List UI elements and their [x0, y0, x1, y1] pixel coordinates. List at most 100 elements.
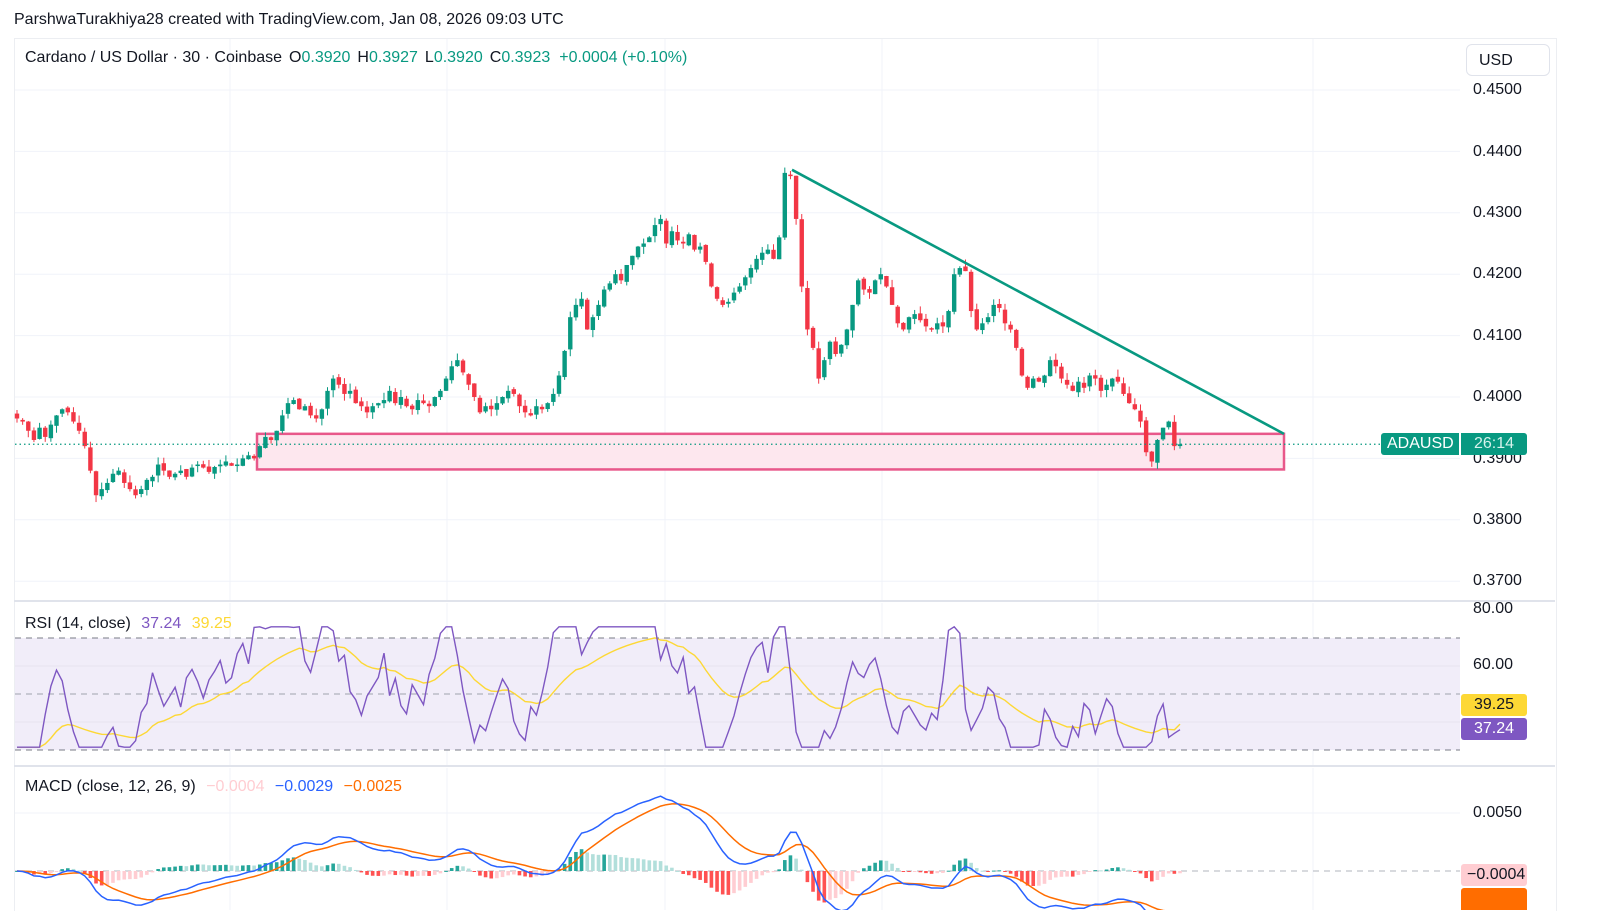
- macd-histogram-bar: [1008, 871, 1013, 874]
- macd-histogram-bar: [845, 871, 849, 889]
- candle-body: [528, 413, 533, 416]
- candle-body: [404, 398, 409, 407]
- candle-body: [686, 234, 692, 246]
- macd-histogram-bar: [466, 868, 471, 871]
- macd-histogram-bar: [449, 868, 454, 871]
- candle-body: [630, 255, 635, 266]
- macd-histogram-bar: [178, 865, 183, 871]
- macd-histogram-bar: [862, 868, 866, 871]
- macd-histogram-bar: [653, 860, 657, 871]
- candle-body: [534, 406, 539, 415]
- macd-histogram-bar: [963, 858, 968, 871]
- macd-histogram-bar: [432, 871, 437, 875]
- candle-body: [743, 277, 748, 286]
- candle-body: [647, 237, 652, 243]
- macd-histogram-bar: [116, 871, 121, 881]
- candle-body: [1014, 329, 1019, 348]
- macd-histogram-bar: [1087, 871, 1092, 872]
- candle-body: [477, 397, 483, 413]
- candle-body: [675, 231, 680, 241]
- candle-body: [206, 466, 212, 472]
- candle-body: [364, 406, 370, 413]
- candle-body: [980, 323, 985, 331]
- candle-body: [466, 374, 471, 385]
- candle-body: [596, 304, 601, 317]
- candle-body: [1098, 377, 1104, 391]
- macd-histogram-bar: [811, 871, 815, 892]
- macd-histogram-bar: [1121, 868, 1126, 871]
- candle-body: [607, 283, 612, 290]
- candle-body: [127, 482, 133, 490]
- macd-histogram-bar: [579, 849, 584, 871]
- candle-body: [652, 225, 658, 237]
- macd-histogram-bar: [692, 871, 697, 879]
- candle-body: [99, 489, 104, 497]
- macd-histogram-bar: [49, 871, 53, 874]
- macd-histogram-bar: [839, 871, 844, 895]
- macd-histogram-bar: [1166, 871, 1171, 874]
- candle-body: [585, 299, 590, 330]
- price-axis-label: 0.3800: [1473, 511, 1522, 528]
- macd-histogram-bar: [958, 860, 962, 871]
- macd-histogram-bar: [715, 871, 719, 892]
- candle-body: [754, 258, 759, 270]
- macd-histogram-bar: [359, 871, 364, 873]
- candle-body: [940, 322, 946, 327]
- candle-body: [59, 409, 65, 414]
- macd-histogram-bar: [1014, 871, 1019, 877]
- candle-body: [472, 383, 477, 397]
- candle-body: [500, 397, 505, 404]
- macd-histogram-bar: [952, 864, 956, 871]
- candle-body: [393, 391, 398, 404]
- macd-axis-label: 0.0050: [1473, 804, 1522, 821]
- macd-histogram-bar: [783, 860, 787, 871]
- candle-body: [285, 403, 291, 414]
- candle-body: [43, 427, 48, 437]
- macd-histogram-bar: [195, 864, 200, 871]
- candle-body: [443, 378, 449, 391]
- symbol-title[interactable]: Cardano / US Dollar · 30 · Coinbase: [25, 49, 283, 66]
- candle-body: [991, 304, 996, 317]
- macd-histogram-bar: [1065, 871, 1069, 877]
- macd-histogram-bar: [404, 871, 409, 876]
- candle-body: [195, 464, 200, 467]
- macd-histogram-bar: [150, 871, 155, 873]
- macd-histogram-bar: [1127, 869, 1131, 871]
- candle-body: [985, 317, 991, 323]
- macd-histogram-bar: [427, 871, 431, 876]
- candle-body: [37, 427, 42, 439]
- candle-body: [116, 470, 121, 475]
- macd-histogram-bar: [224, 864, 228, 871]
- macd-legend: MACD (close, 12, 26, 9) −0.0004 −0.0029 …: [25, 778, 402, 796]
- macd-histogram-bar: [1031, 871, 1036, 887]
- macd-histogram-bar: [122, 871, 127, 880]
- rsi-title[interactable]: RSI (14, close): [25, 615, 131, 632]
- candle-body: [319, 409, 325, 419]
- candle-body: [1081, 382, 1087, 388]
- candle-body: [1008, 324, 1013, 330]
- macd-histogram-bar: [246, 865, 251, 871]
- macd-histogram-bar: [1025, 871, 1030, 886]
- macd-histogram-bar: [167, 867, 172, 871]
- macd-histogram-bar: [675, 870, 680, 872]
- candle-body: [1166, 421, 1171, 428]
- macd-histogram-bar: [822, 871, 827, 903]
- rsi-axis-label: 60.00: [1473, 656, 1514, 673]
- candle-body: [1110, 378, 1115, 387]
- macd-histogram-bar: [1161, 871, 1165, 877]
- candle-body: [297, 398, 302, 410]
- macd-histogram-bar: [483, 871, 488, 878]
- rsi-ma-value: 39.25: [191, 615, 232, 632]
- price-axis-label: 0.4000: [1473, 388, 1522, 405]
- candle-body: [240, 458, 246, 466]
- candle-body: [906, 317, 912, 330]
- macd-histogram-bar: [924, 871, 928, 874]
- candle-body: [827, 341, 833, 360]
- candle-body: [139, 489, 144, 494]
- currency-button[interactable]: USD: [1466, 44, 1550, 76]
- macd-title[interactable]: MACD (close, 12, 26, 9): [25, 778, 196, 795]
- rsi-line: [17, 625, 1181, 749]
- candle-body: [568, 317, 573, 350]
- macd-histogram-bar: [303, 860, 307, 871]
